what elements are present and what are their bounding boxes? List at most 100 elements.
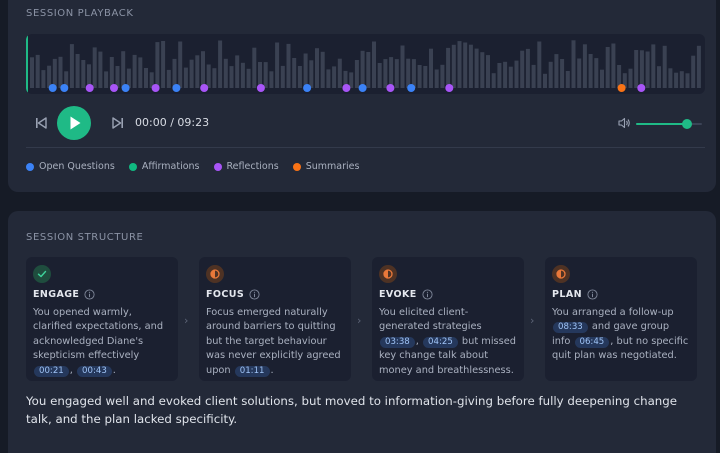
info-icon[interactable] [249,289,260,300]
volume-slider[interactable] [636,119,702,129]
waveform-bar [360,50,365,88]
stage-text-segment: , [415,335,423,347]
timeline-marker-summary[interactable] [617,84,626,92]
waveform-bar [497,63,502,88]
timestamp-chip[interactable]: 03:38 [380,336,415,348]
legend-label: Affirmations [141,161,200,172]
chevron-right-icon: › [184,314,189,327]
timeline-marker-reflection[interactable] [110,84,118,92]
waveform-bar [383,59,388,88]
waveform-bar [87,64,91,88]
waveform-bar [178,41,183,88]
waveform-bar [377,63,382,88]
stage-header: PLAN [552,289,690,300]
waveform-bar [332,66,337,88]
stage-name: EVOKE [379,289,417,300]
waveform-bar [280,65,285,88]
waveform-bar [457,41,462,88]
stage-description: You elicited client-generated strategies… [379,306,517,378]
legend-dot [26,162,34,171]
waveform-bar [400,45,405,88]
timestamp-chip[interactable]: 06:45 [574,336,610,348]
timeline-marker-open-question[interactable] [48,84,57,92]
waveform-bar [600,69,604,88]
timestamp-chip[interactable]: 00:21 [34,365,69,377]
timeline-marker-open-question[interactable] [172,84,181,92]
waveform-bar [525,48,530,88]
waveform-bar [491,73,496,88]
waveform-bar [183,67,188,88]
timeline-marker-reflection[interactable] [637,84,646,92]
waveform-bar [201,51,205,88]
marker-legend: Open Questions Affirmations Reflections Sum… [26,161,359,172]
timeline-marker-reflection[interactable] [200,84,209,92]
waveform-bar [132,54,137,88]
playback-divider [26,147,705,148]
skip-forward-icon[interactable] [110,115,126,131]
session-structure-card: SESSION STRUCTURE ENGAGE You opened warml… [8,211,716,453]
waveform-bar [691,55,696,88]
waveform-bar [161,41,166,88]
info-icon[interactable] [587,289,598,300]
time-readout: 00:00 / 09:23 [135,116,209,129]
structure-summary: You engaged well and evoked client solut… [26,394,678,426]
timeline-marker-reflection[interactable] [85,84,94,92]
session-playback-card: SESSION PLAYBACK 00:00 / 09:23 [8,0,716,192]
stage-text-segment: . [270,364,274,376]
timestamp-chip[interactable]: 08:33 [553,322,588,334]
legend-label: Reflections [226,161,279,172]
timestamp-chip[interactable]: 01:11 [234,365,270,377]
legend-item-affirmation: Affirmations [128,161,200,172]
timeline-marker-open-question[interactable] [121,84,130,92]
timeline-marker-reflection[interactable] [386,84,395,92]
waveform-bar [480,52,485,88]
waveform-bar [446,47,451,88]
waveform-bar [64,71,69,88]
legend-item-summary: Summaries [292,161,359,172]
skip-back-icon[interactable] [33,115,49,131]
waveform-bar [30,57,34,88]
waveform-bar [520,50,525,88]
volume-handle[interactable] [682,119,693,129]
waveform-bar [52,58,57,88]
waveform-bar [258,62,262,88]
stage-name: ENGAGE [33,289,80,300]
timestamp-chip[interactable]: 04:25 [423,336,458,348]
waveform-bar [104,71,109,88]
info-icon[interactable] [422,289,433,300]
timeline-waveform[interactable] [26,34,705,94]
timestamp-chip[interactable]: 00:43 [77,365,112,377]
timeline-marker-open-question[interactable] [407,84,416,92]
waveform-bar [514,60,519,88]
legend-dot [292,162,301,171]
waveform-bar [679,71,684,88]
waveform-bar [343,70,348,88]
waveform-bar [126,68,131,88]
info-icon[interactable] [84,289,95,300]
stage-description: You arranged a follow-up 08:33 and gave … [552,306,690,364]
stage-name: PLAN [552,289,582,300]
waveform-bar [166,69,171,88]
timeline-marker-open-question[interactable] [60,84,69,92]
timeline-marker-reflection[interactable] [256,84,265,92]
session-timeline[interactable] [26,34,705,94]
playhead[interactable] [26,34,28,94]
play-button[interactable] [57,106,91,140]
volume-icon[interactable] [617,116,631,130]
stage-header: FOCUS [206,289,344,300]
waveform-bar [423,66,428,88]
play-icon [70,116,81,130]
timeline-marker-open-question[interactable] [303,84,312,92]
timeline-marker-reflection[interactable] [151,84,160,92]
waveform-bar [508,66,513,88]
waveform-bar [548,61,553,88]
waveform-bar [434,69,439,88]
timeline-marker-reflection[interactable] [342,84,351,92]
legend-label: Open Questions [39,161,115,172]
waveform-bar [240,62,245,88]
waveform-bar [628,68,633,88]
timeline-marker-reflection[interactable] [445,84,454,92]
waveform-bar [69,44,74,88]
timeline-marker-open-question[interactable] [358,84,367,92]
stage-text-segment: but missed key change talk about money a… [379,335,517,376]
